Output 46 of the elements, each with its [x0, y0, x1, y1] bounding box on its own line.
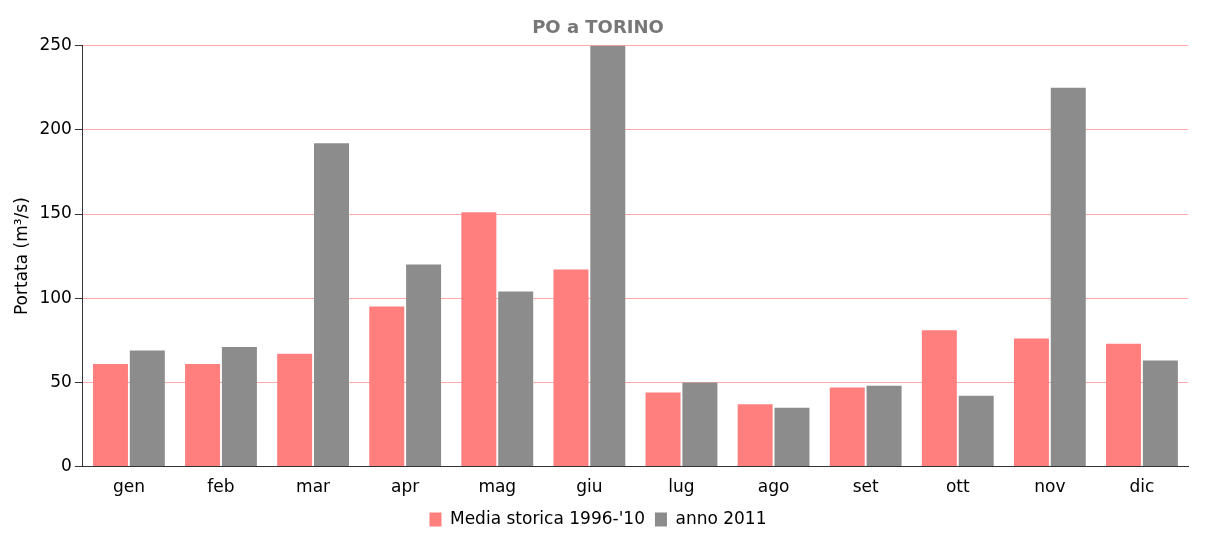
bar — [553, 269, 589, 467]
bar — [498, 291, 534, 467]
legend-label: anno 2011 — [675, 507, 767, 528]
x-tick-label: lug — [668, 476, 695, 497]
legend-label: Media storica 1996-'10 — [450, 507, 645, 528]
bar — [129, 350, 165, 467]
x-tick-label: feb — [207, 476, 235, 497]
y-axis-title: Portata (m³/s) — [10, 197, 31, 316]
bar — [774, 407, 810, 467]
bar — [314, 143, 350, 467]
bar — [1106, 343, 1142, 467]
x-tick-label: mar — [296, 476, 331, 497]
bar — [590, 45, 626, 467]
y-tick-label: 0 — [61, 455, 72, 476]
y-tick-label: 150 — [39, 202, 72, 223]
x-tick-label: set — [852, 476, 879, 497]
bar — [1013, 338, 1049, 467]
x-tick-label: dic — [1129, 476, 1155, 497]
bar — [277, 353, 313, 467]
y-tick-label: 200 — [39, 118, 72, 139]
x-tick-label: nov — [1034, 476, 1066, 497]
y-tick-label: 50 — [50, 370, 72, 391]
bar — [369, 306, 405, 467]
bar — [921, 330, 957, 467]
y-tick-label: 250 — [39, 34, 72, 55]
x-tick-label: giu — [576, 476, 603, 497]
bar — [92, 363, 128, 467]
x-tick-label: ott — [945, 476, 970, 497]
x-tick-label: mag — [478, 476, 517, 497]
x-tick-label: apr — [391, 476, 420, 497]
bar — [829, 387, 865, 467]
chart-title: PO a TORINO — [532, 16, 664, 38]
bar — [406, 264, 442, 467]
bar — [645, 392, 681, 467]
bar — [866, 385, 902, 467]
bar — [185, 363, 221, 467]
bar — [682, 382, 718, 467]
bar — [737, 404, 773, 467]
x-tick-label: gen — [112, 476, 145, 497]
bar — [221, 347, 257, 467]
x-tick-label: ago — [757, 476, 790, 497]
y-tick-label: 100 — [39, 286, 72, 307]
bar — [1050, 87, 1086, 467]
bar — [1142, 360, 1178, 467]
bar — [958, 395, 994, 467]
bar — [461, 212, 497, 467]
